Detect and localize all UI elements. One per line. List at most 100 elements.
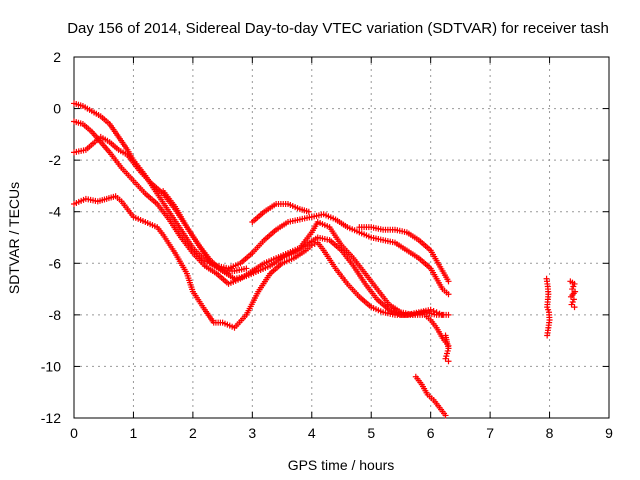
series-trace-i bbox=[442, 332, 452, 365]
data-point bbox=[77, 120, 84, 127]
data-point bbox=[423, 389, 430, 396]
data-point bbox=[360, 268, 367, 275]
data-point bbox=[306, 214, 313, 221]
data-point bbox=[259, 210, 266, 217]
x-tick-labels: 0 1 2 3 4 5 6 7 8 9 bbox=[70, 425, 613, 441]
series-trace-k bbox=[567, 278, 579, 311]
data-point bbox=[438, 265, 445, 272]
data-point bbox=[189, 286, 196, 293]
data-point bbox=[247, 251, 254, 258]
data-point bbox=[432, 273, 439, 280]
data-point bbox=[569, 298, 576, 305]
data-point bbox=[348, 260, 355, 267]
data-point bbox=[288, 251, 295, 258]
data-point bbox=[570, 283, 577, 290]
series-trace-e bbox=[249, 200, 312, 226]
x-tick-label: 9 bbox=[605, 425, 613, 441]
data-point bbox=[104, 137, 111, 144]
y-tick-label: -10 bbox=[41, 358, 61, 374]
data-point bbox=[176, 224, 183, 231]
data-point bbox=[348, 253, 355, 260]
data-point bbox=[401, 246, 408, 253]
data-point bbox=[200, 261, 207, 268]
data-point bbox=[140, 188, 147, 195]
data-point bbox=[105, 147, 112, 154]
data-point bbox=[200, 304, 207, 311]
data-point bbox=[366, 302, 373, 309]
data-point bbox=[438, 284, 445, 291]
data-point bbox=[176, 232, 183, 239]
data-point bbox=[545, 288, 552, 295]
data-point bbox=[425, 263, 432, 270]
tick-marks bbox=[73, 56, 610, 419]
series-trace-g bbox=[356, 224, 452, 285]
data-point bbox=[200, 255, 207, 262]
data-point bbox=[211, 269, 218, 276]
data-point bbox=[271, 202, 278, 209]
data-point bbox=[428, 395, 435, 402]
data-point bbox=[306, 243, 313, 250]
data-point bbox=[384, 299, 391, 306]
data-point bbox=[444, 276, 451, 283]
data-point bbox=[271, 228, 278, 235]
data-point bbox=[425, 307, 432, 314]
data-point bbox=[312, 235, 319, 242]
data-point bbox=[439, 311, 446, 318]
data-point bbox=[435, 402, 442, 409]
data-point bbox=[114, 132, 121, 139]
data-point bbox=[425, 315, 432, 322]
data-point bbox=[353, 228, 360, 235]
x-tick-label: 2 bbox=[189, 425, 197, 441]
data-point bbox=[134, 165, 141, 172]
data-point bbox=[259, 261, 266, 268]
x-tick-label: 0 bbox=[70, 425, 78, 441]
data-point bbox=[419, 311, 426, 318]
data-point bbox=[95, 112, 102, 119]
data-point bbox=[303, 208, 310, 215]
data-point bbox=[401, 228, 408, 235]
data-point bbox=[330, 215, 337, 222]
data-point bbox=[277, 256, 284, 263]
data-point bbox=[413, 309, 420, 316]
data-point bbox=[354, 291, 361, 298]
data-point bbox=[571, 304, 578, 311]
data-point bbox=[182, 222, 189, 229]
data-point bbox=[377, 236, 384, 243]
data-point bbox=[331, 263, 338, 270]
data-point bbox=[164, 214, 171, 221]
data-point bbox=[277, 261, 284, 268]
data-point bbox=[441, 410, 448, 417]
plot-frame bbox=[73, 56, 610, 419]
data-point bbox=[259, 238, 266, 245]
data-point bbox=[209, 317, 216, 324]
data-point bbox=[101, 196, 108, 203]
data-point bbox=[544, 301, 551, 308]
data-point bbox=[337, 240, 344, 247]
data-point bbox=[443, 289, 450, 296]
data-point bbox=[188, 248, 195, 255]
chart-title: Day 156 of 2014, Sidereal Day-to-day VTE… bbox=[67, 20, 609, 37]
data-point bbox=[319, 245, 326, 252]
data-point bbox=[139, 217, 146, 224]
x-tick-label: 8 bbox=[546, 425, 554, 441]
data-point bbox=[445, 358, 452, 365]
y-axis-label: SDTVAR / TECUs bbox=[6, 182, 22, 294]
data-point bbox=[116, 196, 123, 203]
data-point bbox=[433, 309, 440, 316]
data-point bbox=[288, 256, 295, 263]
data-point bbox=[384, 305, 391, 312]
data-point bbox=[545, 306, 552, 313]
data-point bbox=[294, 216, 301, 223]
data-point bbox=[170, 247, 177, 254]
data-point bbox=[307, 231, 314, 238]
series-trace-j bbox=[543, 275, 553, 339]
y-tick-label: -6 bbox=[49, 255, 62, 271]
data-point bbox=[182, 268, 189, 275]
data-point bbox=[377, 308, 384, 315]
y-tick-label: -8 bbox=[49, 307, 62, 323]
x-tick-label: 7 bbox=[486, 425, 494, 441]
series-trace-d bbox=[71, 193, 446, 331]
data-point bbox=[241, 265, 248, 272]
data-point bbox=[389, 239, 396, 246]
